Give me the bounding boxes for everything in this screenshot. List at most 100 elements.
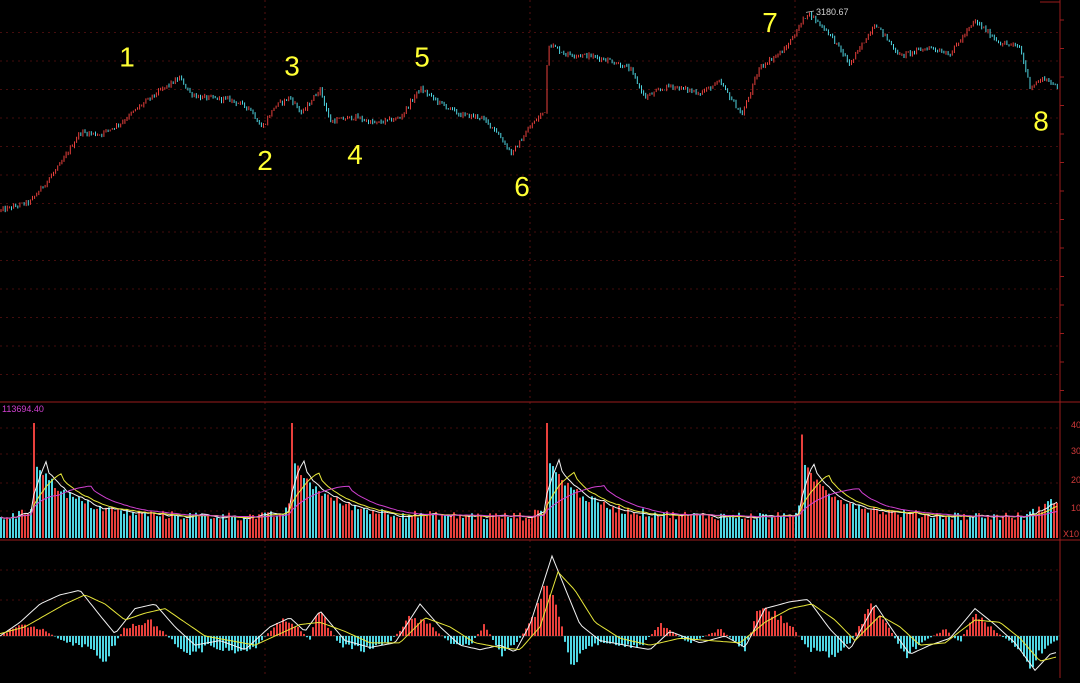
volume-bar [429,511,431,538]
macd-bar [423,619,425,636]
macd-bar [36,629,38,636]
volume-bar [534,509,536,538]
macd-dea-line [0,571,1057,662]
volume-bar [318,491,320,538]
macd-bar [612,636,614,644]
macd-bar [642,636,644,646]
volume-bar [234,516,236,538]
volume-bar [246,519,248,538]
volume-bar [1047,501,1049,538]
macd-bar [345,636,347,645]
macd-bar [657,627,659,636]
volume-bar [678,515,680,538]
macd-bar [1020,636,1022,652]
volume-bar [942,519,944,538]
macd-bar [129,628,131,636]
macd-bar [885,622,887,636]
macd-bar [507,636,509,649]
macd-bar [33,626,35,636]
volume-bar [420,512,422,538]
volume-bar [1056,502,1058,538]
macd-bar [573,636,575,665]
volume-bar [375,513,377,538]
macd-bar [516,636,518,642]
macd-bar [909,636,911,654]
volume-bar [711,517,713,538]
macd-bar [726,634,728,636]
volume-bar [216,517,218,538]
macd-bar [675,634,677,636]
volume-bar [450,515,452,538]
volume-tick-label: 40 [1071,420,1080,430]
macd-bar [12,628,14,636]
volume-unit-label: X10 [1063,529,1079,539]
volume-bar [840,500,842,538]
macd-bar [1035,636,1037,661]
macd-bar [837,636,839,653]
volume-bar [624,513,626,538]
macd-bar [618,636,620,646]
macd-bar [405,620,407,636]
macd-bar [450,636,452,644]
macd-bar [156,626,158,636]
volume-bar [303,478,305,538]
volume-bar [141,512,143,538]
volume-bar [765,514,767,538]
macd-bar [660,623,662,636]
volume-bar [201,513,203,538]
macd-bar [555,604,557,636]
macd-bar [972,617,974,636]
macd-bar [150,619,152,636]
volume-bar [0,517,2,538]
volume-bar [300,475,302,538]
macd-bar [267,633,269,636]
macd-bar [60,636,62,640]
volume-bar [204,514,206,538]
macd-bar [225,636,227,648]
macd-bar [903,636,905,652]
macd-bar [714,632,716,636]
volume-bar [360,508,362,538]
macd-bar [738,636,740,647]
macd-bar [477,634,479,636]
volume-tick-label: 10 [1071,503,1080,513]
macd-bar [69,636,71,642]
macd-bar [630,636,632,648]
volume-bar [237,520,239,538]
macd-bar [819,636,821,652]
volume-bar [81,501,83,538]
macd-bar [45,631,47,636]
volume-bar [987,515,989,538]
volume-bar [1038,506,1040,538]
macd-bar [570,636,572,665]
macd-bar [705,635,707,637]
volume-bar [447,515,449,538]
macd-bar [987,626,989,636]
volume-bar [570,487,572,538]
macd-bar [681,636,683,639]
macd-bar [447,636,449,641]
volume-bar [270,511,272,538]
macd-bar [492,636,494,641]
macd-bar [339,636,341,644]
volume-bar [909,512,911,538]
volume-bar [96,508,98,538]
volume-bar [882,512,884,538]
volume-bar [783,513,785,538]
macd-bar [273,627,275,636]
volume-bar [960,520,962,538]
macd-bar [291,623,293,636]
macd-bar [27,627,29,636]
macd-bar [927,636,929,639]
volume-bar [288,503,290,538]
macd-bar [906,636,908,659]
macd-bar [711,632,713,636]
macd-bar [843,636,845,648]
volume-bar [294,463,296,538]
volume-bar [432,514,434,538]
macd-bar [798,635,800,637]
volume-bar [555,472,557,538]
macd-bar [237,636,239,652]
macd-bar [582,636,584,651]
